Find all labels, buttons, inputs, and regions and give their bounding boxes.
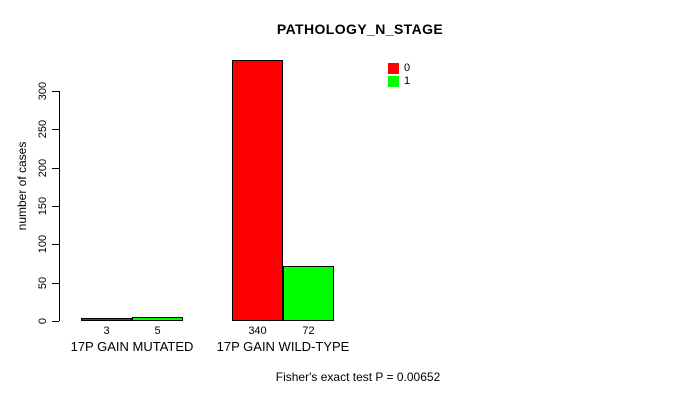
legend-row: 0 [388,62,410,74]
y-tick-mark [52,283,59,284]
y-tick-label: 50 [37,276,49,290]
legend-swatch-1 [388,75,399,87]
category-label: 17P GAIN WILD-TYPE [216,339,350,354]
bar-value-label: 5 [154,325,161,337]
bar-1-1 [283,266,334,321]
y-axis-line [59,91,60,321]
y-tick-label: 300 [37,81,49,101]
y-tick-mark [52,91,59,92]
annotation-text: Fisher's exact test P = 0.00652 [275,370,441,384]
y-tick-label: 200 [37,158,49,178]
y-tick-label: 0 [37,317,49,325]
legend-label: 0 [404,61,411,74]
bar-0-0 [81,318,132,321]
y-tick-mark [52,206,59,207]
legend-row: 1 [388,75,410,87]
legend-swatch-0 [388,62,399,74]
y-tick-label: 250 [37,119,49,139]
y-tick-mark [52,244,59,245]
chart-title: PATHOLOGY_N_STAGE [276,21,444,37]
y-tick-label: 150 [37,196,49,216]
legend-label: 1 [404,74,411,87]
bar-value-label: 3 [103,325,110,337]
y-tick-label: 100 [37,234,49,254]
y-axis-label: number of cases [15,141,29,231]
bar-value-label: 340 [248,325,267,337]
bar-value-label: 72 [302,325,315,337]
bar-0-1 [232,60,283,321]
y-tick-mark [52,321,59,322]
category-label: 17P GAIN MUTATED [70,339,194,354]
bar-1-0 [132,317,183,321]
y-tick-mark [52,129,59,130]
y-tick-mark [52,168,59,169]
